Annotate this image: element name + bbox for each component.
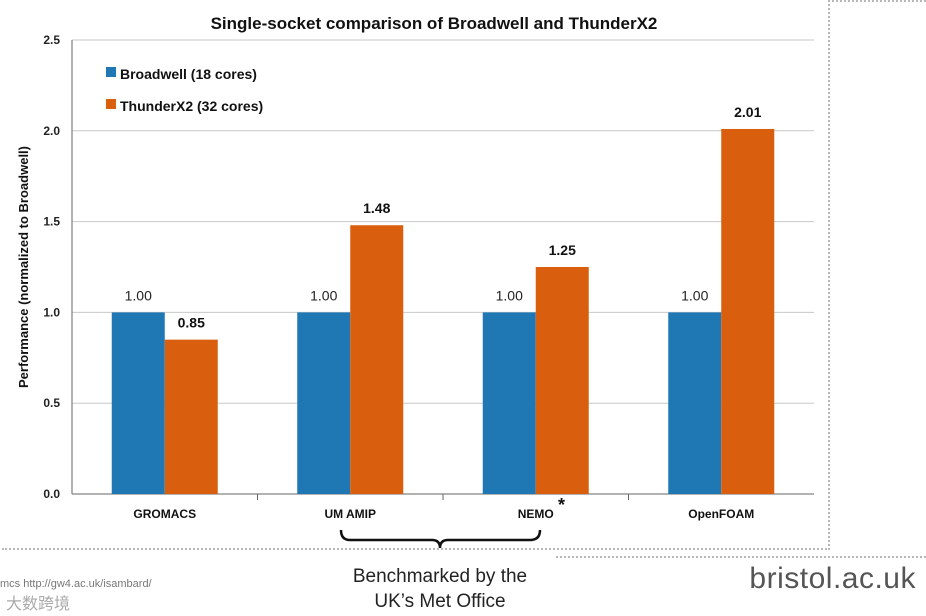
dotted-divider-top (828, 0, 926, 2)
brand-logo-text: bristol.ac.uk (749, 562, 916, 595)
footnote-url: mcs http://gw4.ac.uk/isambard/ (0, 578, 152, 590)
bar-chart: Single-socket comparison of Broadwell an… (16, 14, 814, 549)
y-tick-label: 1.5 (43, 215, 60, 229)
y-tick-labels: 0.0 0.5 1.0 1.5 2.0 2.5 (43, 33, 60, 501)
y-tick-label: 2.0 (43, 124, 60, 138)
watermark: 大数跨境 (6, 596, 71, 613)
data-label: 1.00 (496, 287, 523, 303)
y-tick-label: 0.5 (43, 396, 60, 410)
bar-thunderx2 (721, 128, 775, 494)
data-label: 1.00 (310, 287, 337, 303)
data-label: 1.00 (125, 287, 152, 303)
y-axis-label: Performance (normalized to Broadwell) (16, 146, 31, 388)
bar-thunderx2 (350, 225, 404, 494)
legend-swatch-thunderx2 (106, 99, 116, 109)
caption-line-2: UK’s Met Office (374, 591, 506, 612)
category-label: UM AMIP (324, 507, 376, 521)
category-label: OpenFOAM (688, 507, 754, 521)
chart-frame (2, 0, 830, 550)
data-label: 2.01 (734, 104, 761, 120)
data-labels: 1.00 0.85 1.00 1.48 1.00 1.25 1.00 2.01 (125, 104, 762, 331)
chart-title: Single-socket comparison of Broadwell an… (211, 14, 658, 33)
legend-label-thunderx2: ThunderX2 (32 cores) (120, 98, 263, 114)
legend-label-broadwell: Broadwell (18 cores) (120, 66, 257, 82)
y-tick-label: 2.5 (43, 33, 60, 47)
data-label: 0.85 (178, 315, 205, 331)
caption-line-1: Benchmarked by the (352, 566, 528, 587)
y-tick-label: 0.0 (43, 487, 60, 501)
bar-broadwell (297, 312, 351, 494)
bar-broadwell (482, 312, 536, 494)
data-label: 1.00 (681, 287, 708, 303)
bracket (339, 529, 542, 549)
category-label: NEMO (518, 507, 554, 521)
data-label: 1.48 (363, 200, 390, 216)
caption: Benchmarked by the UK’s Met Office (300, 564, 580, 614)
legend-swatch-broadwell (106, 67, 116, 77)
bar-thunderx2 (535, 267, 589, 494)
bars (111, 128, 775, 494)
nemo-asterisk: * (558, 495, 565, 515)
category-label: GROMACS (133, 507, 196, 521)
bar-broadwell (111, 312, 165, 494)
bar-broadwell (668, 312, 722, 494)
legend: Broadwell (18 cores) ThunderX2 (32 cores… (106, 66, 263, 114)
data-label: 1.25 (549, 242, 576, 258)
y-tick-label: 1.0 (43, 305, 60, 319)
category-labels: GROMACS UM AMIP NEMO OpenFOAM (133, 507, 754, 521)
bar-thunderx2 (164, 339, 218, 494)
dotted-divider (556, 556, 926, 558)
